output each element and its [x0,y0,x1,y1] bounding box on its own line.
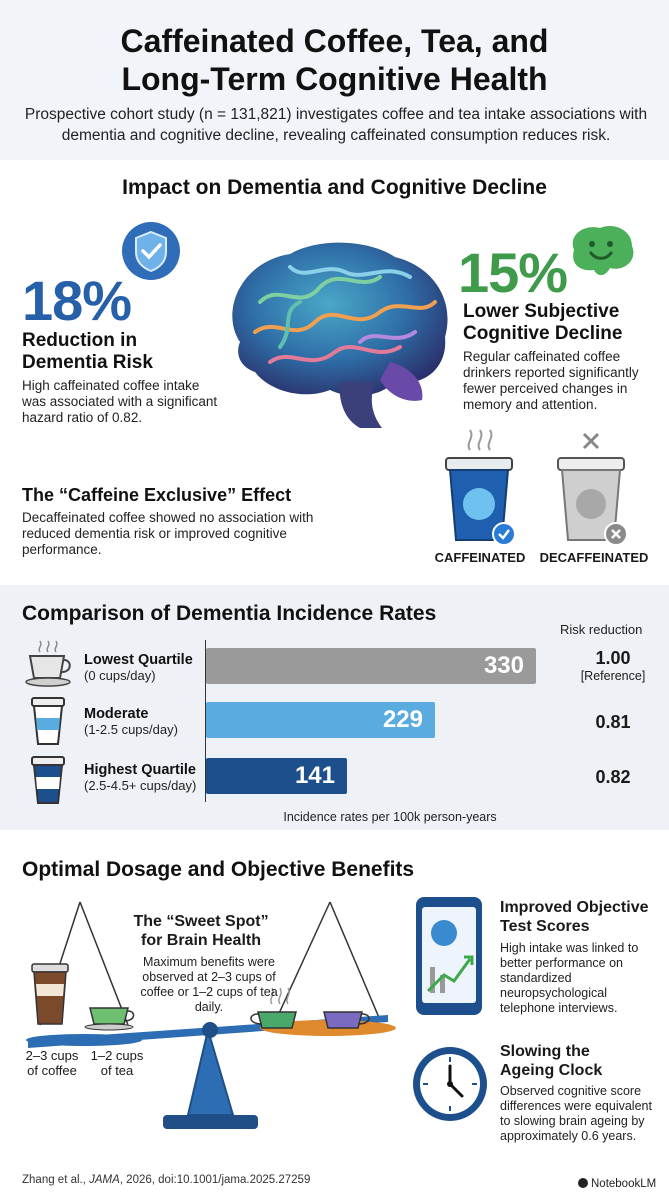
dementia-reduction-stat: 18% [22,269,132,332]
citation: Zhang et al., JAMA, 2026, doi:10.1001/ja… [22,1174,311,1186]
risk-value-lowest-group: 1.00 [Reference] [573,648,653,683]
coffee-dose-label: 2–3 cups of coffee [25,1048,79,1078]
shield-icon [122,222,180,280]
row-sub: (2.5-4.5+ cups/day) [84,778,197,793]
row-label: Moderate [84,706,149,722]
sweet-spot-title: The “Sweet Spot” for Brain Health [133,913,269,949]
dementia-reduction-title: Reduction in Dementia Risk [22,330,153,373]
row-sub: (1-2.5 cups/day) [84,722,178,737]
brain-illustration [232,242,448,428]
dementia-reduction-body: High caffeinated coffee intake was assoc… [22,378,218,425]
impact-heading: Impact on Dementia and Cognitive Decline [122,176,547,199]
risk-note: [Reference] [580,669,646,683]
row-lowest-label-group: Lowest Quartile (0 cups/day) [84,652,193,683]
comparison-heading: Comparison of Dementia Incidence Rates [22,602,437,625]
risk-value-moderate: 0.81 [595,712,631,732]
brand-badge: NotebookLM [578,1178,656,1190]
risk-value-highest: 0.82 [595,767,631,787]
caffeinated-cup-icon [445,429,516,546]
caffeine-exclusive-body: Decaffeinated coffee showed no associati… [22,510,314,557]
cognitive-decline-body: Regular caffeinated coffee drinkers repo… [463,349,639,412]
scores-body: High intake was linked to better perform… [500,941,639,1015]
caffeinated-label: CAFFEINATED [434,550,526,565]
bar-lowest-quartile: 330 [206,648,536,684]
highest-quartile-cup-icon [31,756,65,804]
balance-scale-illustration [26,901,396,1129]
phone-chart-icon [416,897,482,1015]
row-moderate-label-group: Moderate (1-2.5 cups/day) [84,706,178,737]
chart-footer-label: Incidence rates per 100k person-years [283,810,497,824]
cognitive-decline-stat: 15% [458,241,568,304]
happy-brain-icon [572,226,634,276]
risk-reduction-header: Risk reduction [560,622,643,637]
notebooklm-logo-icon [578,1178,588,1188]
cognitive-decline-title: Lower Subjective Cognitive Decline [463,301,623,344]
page-subtitle: Prospective cohort study (n = 131,821) i… [24,106,648,144]
moderate-cup-icon [31,697,65,745]
decaffeinated-cup-icon [557,432,628,546]
dosage-heading: Optimal Dosage and Objective Benefits [22,858,415,881]
chart-axis [205,640,206,802]
scores-title: Improved Objective Test Scores [500,899,649,935]
row-highest-label-group: Highest Quartile (2.5-4.5+ cups/day) [84,762,196,793]
lowest-quartile-cup-icon [25,640,71,687]
header-panel [0,0,669,160]
incidence-bar-chart: 330 229 141 [205,640,565,810]
row-label: Highest Quartile [84,762,196,778]
bar-highest-quartile: 141 [206,758,347,794]
clock-icon [413,1047,487,1121]
clock-body: Observed cognitive score differences wer… [500,1084,652,1143]
decaffeinated-label: DECAFFEINATED [539,550,649,565]
caffeine-exclusive-title: The “Caffeine Exclusive” Effect [22,485,292,505]
page-title: Caffeinated Coffee, Tea, and Long-Term C… [120,23,549,97]
sweet-spot-body: Maximum benefits were observed at 2–3 cu… [140,955,278,1014]
tea-dose-label: 1–2 cups of tea [90,1048,144,1078]
clock-title: Slowing the Ageing Clock [500,1043,603,1079]
risk-value: 1.00 [595,648,631,668]
bar-moderate: 229 [206,702,435,738]
row-sub: (0 cups/day) [84,668,156,683]
row-label: Lowest Quartile [84,652,193,668]
